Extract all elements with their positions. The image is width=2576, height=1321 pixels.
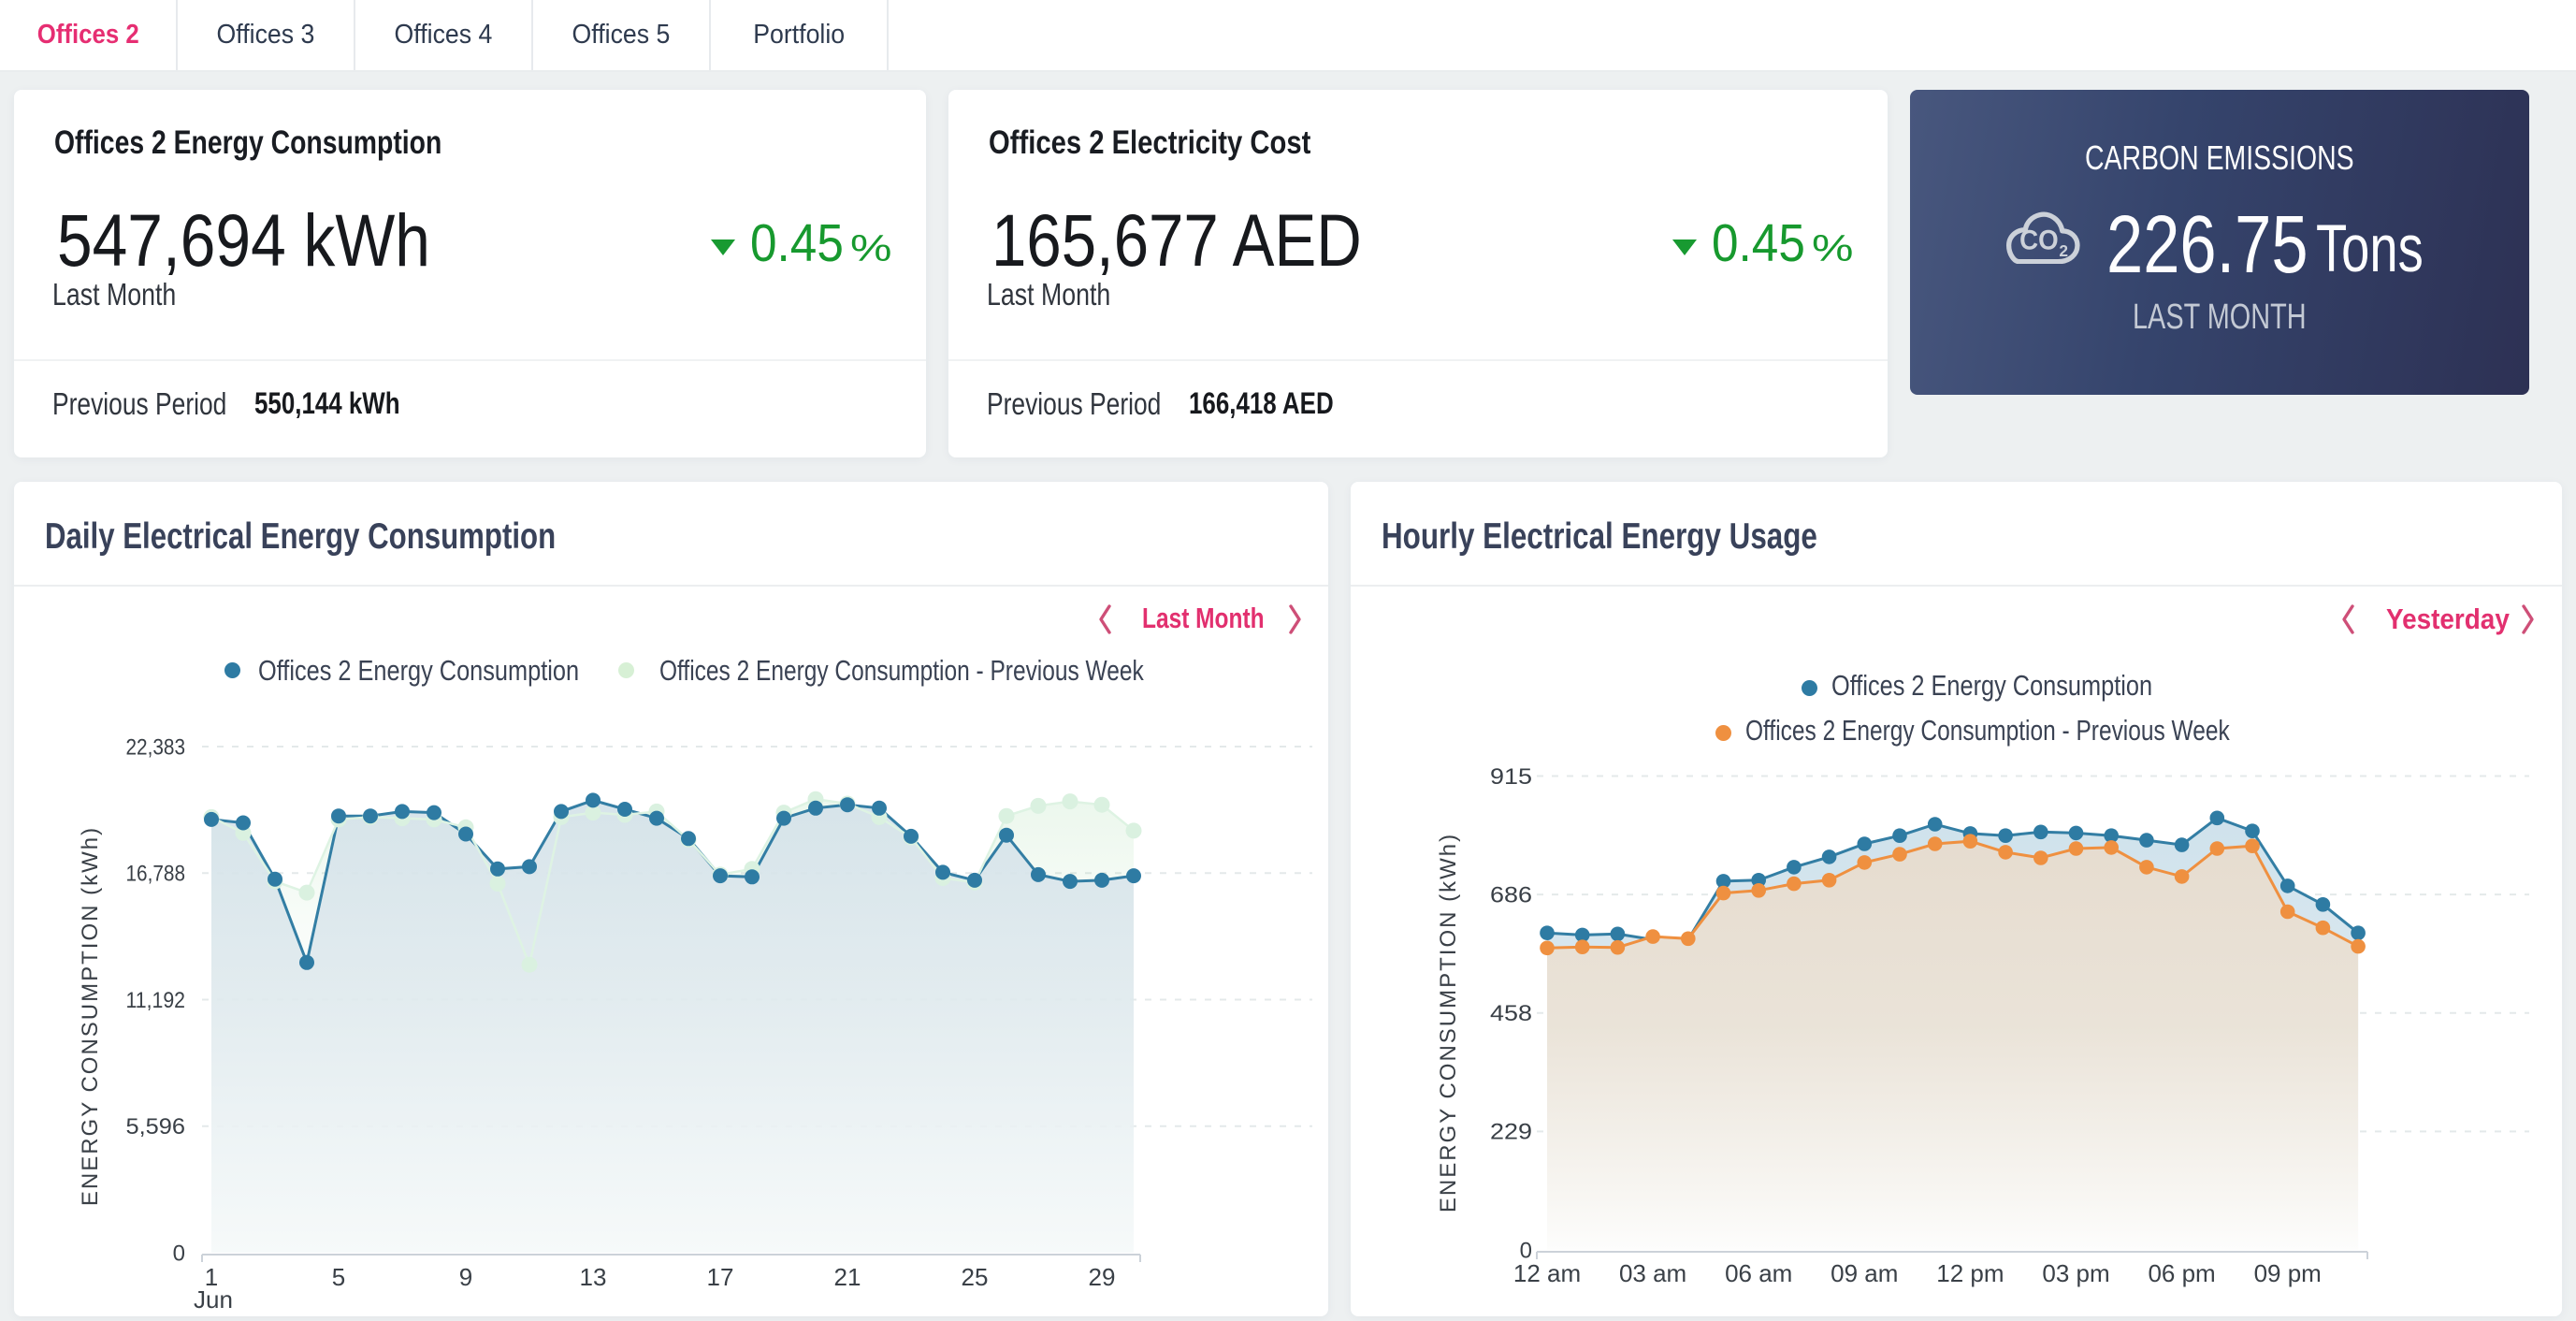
svg-text:5: 5 [332, 1263, 345, 1291]
svg-text:29: 29 [1089, 1263, 1116, 1291]
svg-text:09 pm: 09 pm [2254, 1259, 2322, 1287]
svg-text:Jun: Jun [194, 1285, 233, 1314]
svg-text:915: 915 [1490, 764, 1532, 790]
svg-text:03 am: 03 am [1619, 1259, 1686, 1287]
svg-text:11,192: 11,192 [126, 988, 186, 1013]
svg-text:229: 229 [1490, 1120, 1532, 1145]
svg-text:ENERGY CONSUMPTION (kWh): ENERGY CONSUMPTION (kWh) [1436, 833, 1461, 1212]
svg-text:03 pm: 03 pm [2042, 1259, 2109, 1287]
svg-text:16,788: 16,788 [126, 862, 186, 887]
svg-text:09 am: 09 am [1831, 1259, 1898, 1287]
svg-text:2: 2 [2059, 241, 2068, 260]
svg-text:25: 25 [962, 1263, 989, 1291]
svg-text:06 am: 06 am [1725, 1259, 1792, 1287]
svg-text:13: 13 [580, 1263, 607, 1291]
svg-text:1: 1 [205, 1263, 218, 1291]
svg-text:12 pm: 12 pm [1936, 1259, 2004, 1287]
svg-text:21: 21 [834, 1263, 861, 1291]
svg-text:17: 17 [707, 1263, 734, 1291]
svg-text:0: 0 [173, 1241, 185, 1266]
svg-text:22,383: 22,383 [126, 734, 186, 760]
svg-text:5,596: 5,596 [126, 1114, 186, 1140]
svg-text:0: 0 [1520, 1238, 1532, 1263]
svg-text:458: 458 [1490, 1001, 1532, 1026]
svg-text:CO: CO [2019, 225, 2059, 255]
svg-text:9: 9 [459, 1263, 472, 1291]
svg-text:686: 686 [1490, 882, 1532, 907]
svg-text:ENERGY CONSUMPTION (kWh): ENERGY CONSUMPTION (kWh) [78, 826, 103, 1206]
svg-text:06 pm: 06 pm [2148, 1259, 2215, 1287]
svg-text:12 am: 12 am [1513, 1259, 1581, 1287]
